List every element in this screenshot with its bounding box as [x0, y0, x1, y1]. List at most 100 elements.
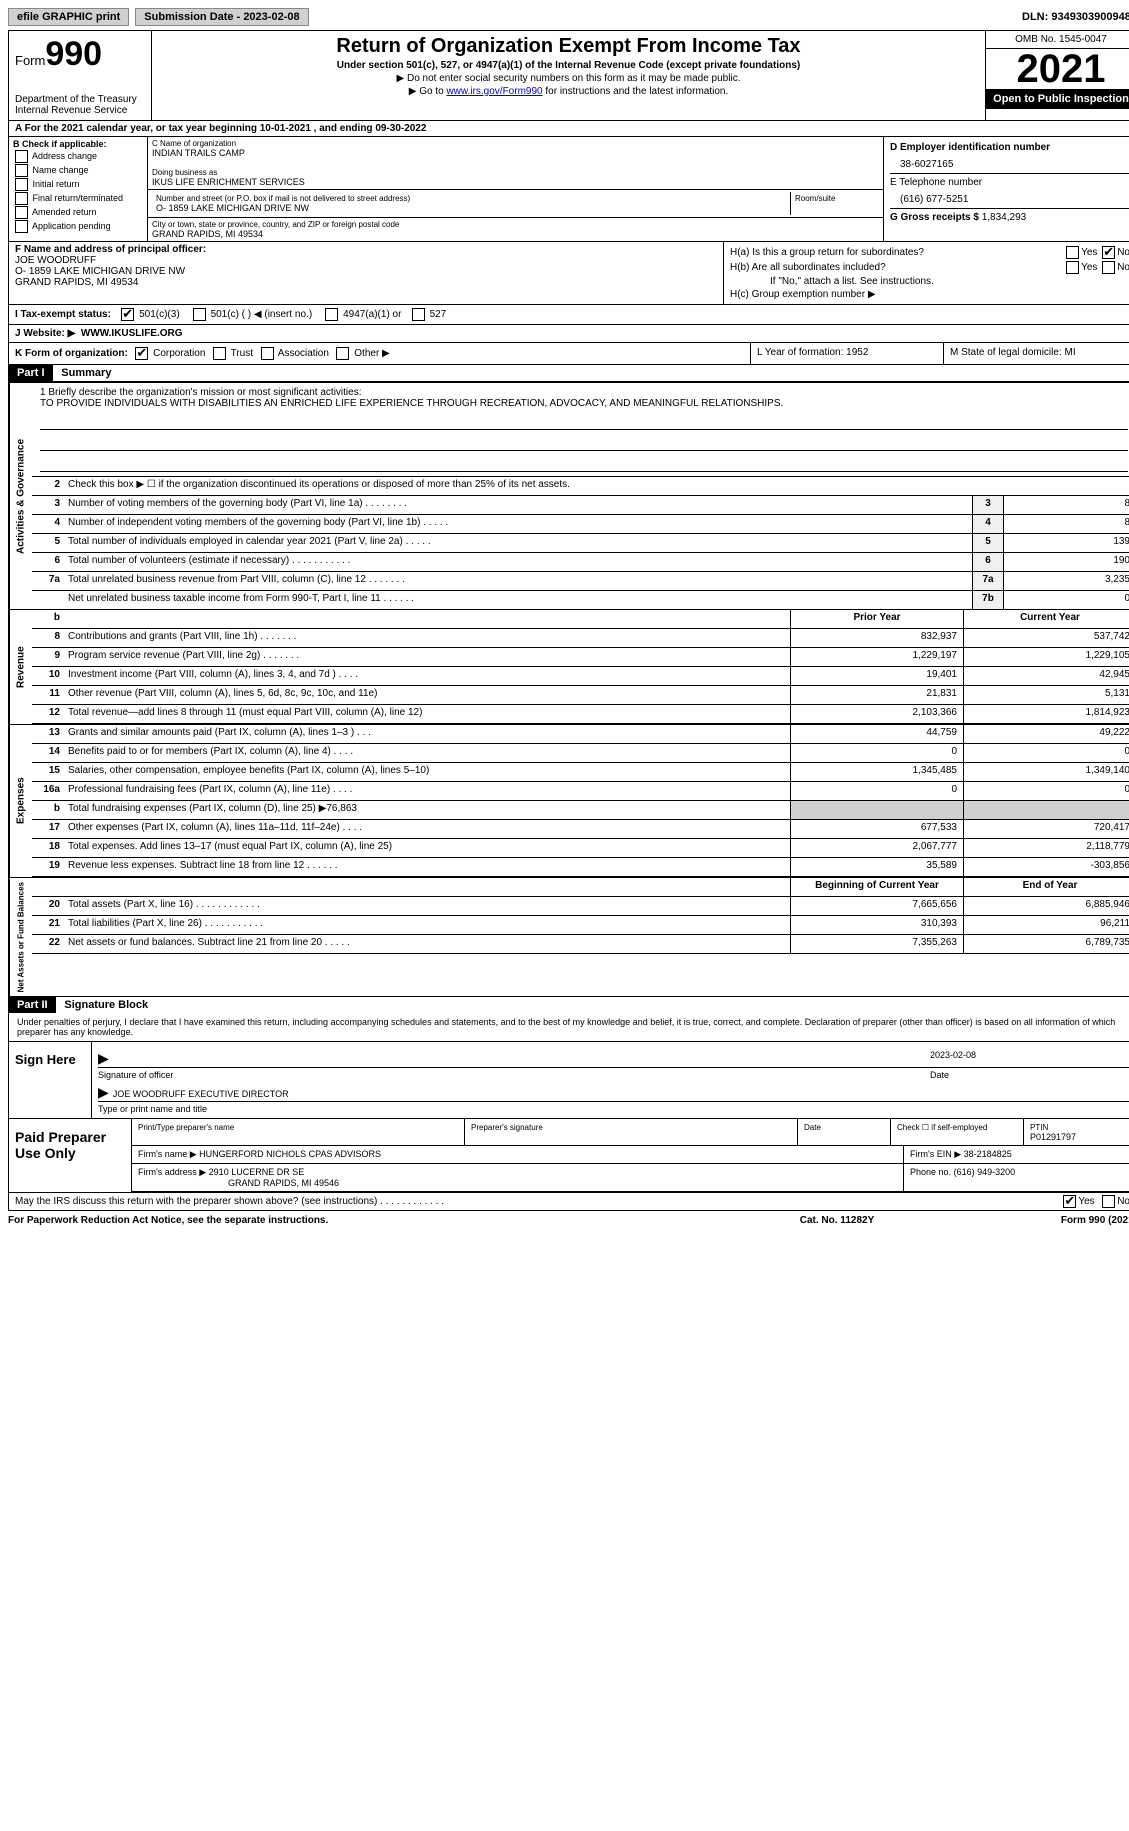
- firm-phone: (616) 949-3200: [954, 1167, 1016, 1177]
- prep-sig-label: Preparer's signature: [471, 1123, 543, 1132]
- form-container: Form990 Department of the Treasury Inter…: [8, 30, 1129, 1211]
- exp-line: 18Total expenses. Add lines 13–17 (must …: [32, 839, 1129, 858]
- preparer-label: Paid Preparer Use Only: [9, 1119, 132, 1192]
- exp-line: 16aProfessional fundraising fees (Part I…: [32, 782, 1129, 801]
- discuss-no[interactable]: [1102, 1195, 1115, 1208]
- cb-initial[interactable]: Initial return: [13, 178, 143, 191]
- gov-line: 6Total number of volunteers (estimate if…: [32, 553, 1129, 572]
- cb-trust[interactable]: [213, 347, 226, 360]
- sign-here-label: Sign Here: [9, 1042, 92, 1118]
- hb-yes[interactable]: [1066, 261, 1079, 274]
- note2-pre: ▶ Go to: [409, 86, 447, 97]
- cat-number: Cat. No. 11282Y: [737, 1215, 937, 1226]
- net-line: 22Net assets or fund balances. Subtract …: [32, 935, 1129, 954]
- cb-4947[interactable]: [325, 308, 338, 321]
- side-revenue: Revenue: [9, 610, 32, 724]
- net-line: 20Total assets (Part X, line 16) . . . .…: [32, 897, 1129, 916]
- discuss-row: May the IRS discuss this return with the…: [9, 1192, 1129, 1210]
- exp-line: 19Revenue less expenses. Subtract line 1…: [32, 858, 1129, 877]
- sig-name: JOE WOODRUFF EXECUTIVE DIRECTOR: [113, 1089, 289, 1099]
- part2-title: Signature Block: [58, 997, 154, 1013]
- rev-line: 8Contributions and grants (Part VIII, li…: [32, 629, 1129, 648]
- form-header: Form990 Department of the Treasury Inter…: [9, 31, 1129, 121]
- rev-line: 10Investment income (Part VIII, column (…: [32, 667, 1129, 686]
- part1-header-row: Part I Summary: [9, 365, 1129, 382]
- gross-label: G Gross receipts $: [890, 212, 979, 223]
- cb-assoc[interactable]: [261, 347, 274, 360]
- ha-boxes: Yes No: [1064, 246, 1129, 259]
- side-activities: Activities & Governance: [9, 383, 32, 609]
- tax-status-label: I Tax-exempt status:: [15, 309, 111, 320]
- exp-line: 13Grants and similar amounts paid (Part …: [32, 725, 1129, 744]
- line2-num: 2: [32, 477, 64, 495]
- prep-check-label: Check ☐ if self-employed: [897, 1123, 987, 1132]
- ha-yes[interactable]: [1066, 246, 1079, 259]
- firm-addr-label: Firm's address ▶: [138, 1167, 206, 1177]
- end-header: End of Year: [963, 878, 1129, 896]
- hb-note: If "No," attach a list. See instructions…: [730, 276, 1129, 287]
- tax-year: 2021: [986, 49, 1129, 89]
- prep-ptin-label: PTIN: [1030, 1123, 1048, 1132]
- tel-label: E Telephone number: [890, 177, 1129, 188]
- discuss-yes[interactable]: [1063, 1195, 1076, 1208]
- form-note-2: ▶ Go to www.irs.gov/Form990 for instruct…: [158, 86, 979, 97]
- cb-final[interactable]: Final return/terminated: [13, 192, 143, 205]
- form-prefix: Form: [15, 53, 45, 68]
- efile-button[interactable]: efile GRAPHIC print: [8, 8, 129, 26]
- submission-date-button[interactable]: Submission Date - 2023-02-08: [135, 8, 308, 26]
- preparer-row: Paid Preparer Use Only Print/Type prepar…: [9, 1118, 1129, 1192]
- header-left: Form990 Department of the Treasury Inter…: [9, 31, 152, 120]
- gov-line: Net unrelated business taxable income fr…: [32, 591, 1129, 609]
- prior-header: Prior Year: [790, 610, 963, 628]
- cb-name[interactable]: Name change: [13, 164, 143, 177]
- dba-value: IKUS LIFE ENRICHMENT SERVICES: [152, 177, 879, 187]
- prep-date-label: Date: [804, 1123, 821, 1132]
- ha-no[interactable]: [1102, 246, 1115, 259]
- firm-ein: 38-2184825: [964, 1149, 1012, 1159]
- line2-text: Check this box ▶ ☐ if the organization d…: [64, 477, 1129, 495]
- part1-badge: Part I: [9, 365, 53, 381]
- rev-line: 9Program service revenue (Part VIII, lin…: [32, 648, 1129, 667]
- officer-addr2: GRAND RAPIDS, MI 49534: [15, 277, 717, 288]
- side-expenses: Expenses: [9, 725, 32, 877]
- inspection-badge: Open to Public Inspection: [986, 89, 1129, 109]
- cb-pending[interactable]: Application pending: [13, 220, 143, 233]
- check-b-label: B Check if applicable:: [13, 139, 143, 149]
- section-bcd: B Check if applicable: Address change Na…: [9, 137, 1129, 242]
- officer-name: JOE WOODRUFF: [15, 255, 717, 266]
- irs-link[interactable]: www.irs.gov/Form990: [446, 86, 542, 97]
- gov-line: 5Total number of individuals employed in…: [32, 534, 1129, 553]
- tax-status-row: I Tax-exempt status: 501(c)(3) 501(c) ( …: [9, 305, 1129, 325]
- mission-text: TO PROVIDE INDIVIDUALS WITH DISABILITIES…: [40, 398, 1128, 409]
- street-label: Number and street (or P.O. box if mail i…: [156, 194, 786, 203]
- cb-address[interactable]: Address change: [13, 150, 143, 163]
- room-label: Room/suite: [795, 194, 875, 203]
- cb-amended[interactable]: Amended return: [13, 206, 143, 219]
- expenses-section: Expenses 13Grants and similar amounts pa…: [9, 724, 1129, 877]
- part1-title: Summary: [55, 365, 117, 381]
- city-label: City or town, state or province, country…: [152, 220, 879, 229]
- cb-other[interactable]: [336, 347, 349, 360]
- col-f: F Name and address of principal officer:…: [9, 242, 724, 304]
- dln-label: DLN: 93493039009483: [1022, 11, 1129, 23]
- sig-officer-label: Signature of officer: [98, 1070, 930, 1080]
- hb-no[interactable]: [1102, 261, 1115, 274]
- part2-header-row: Part II Signature Block: [9, 996, 1129, 1013]
- cb-corp[interactable]: [135, 347, 148, 360]
- period-row: A For the 2021 calendar year, or tax yea…: [9, 121, 1129, 137]
- officer-addr1: O- 1859 LAKE MICHIGAN DRIVE NW: [15, 266, 717, 277]
- form-footer: Form 990 (2021): [937, 1215, 1129, 1226]
- header-right: OMB No. 1545-0047 2021 Open to Public In…: [985, 31, 1129, 120]
- cb-527[interactable]: [412, 308, 425, 321]
- firm-ein-label: Firm's EIN ▶: [910, 1149, 961, 1159]
- exp-line: 17Other expenses (Part IX, column (A), l…: [32, 820, 1129, 839]
- bottom-bar: For Paperwork Reduction Act Notice, see …: [8, 1215, 1129, 1226]
- cb-501c[interactable]: [193, 308, 206, 321]
- ein-value: 38-6027165: [890, 159, 1129, 170]
- cb-501c3[interactable]: [121, 308, 134, 321]
- prep-ptin: P01291797: [1030, 1132, 1076, 1142]
- firm-phone-label: Phone no.: [910, 1167, 951, 1177]
- website-value: WWW.IKUSLIFE.ORG: [81, 328, 183, 339]
- rev-line: 11Other revenue (Part VIII, column (A), …: [32, 686, 1129, 705]
- ha-text: H(a) Is this a group return for subordin…: [730, 247, 1064, 258]
